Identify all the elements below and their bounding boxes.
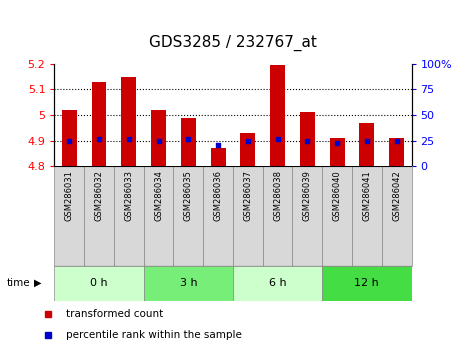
Text: GDS3285 / 232767_at: GDS3285 / 232767_at <box>149 35 317 51</box>
Text: GSM286039: GSM286039 <box>303 170 312 221</box>
Point <box>95 137 103 142</box>
Text: GSM286041: GSM286041 <box>362 170 371 221</box>
FancyBboxPatch shape <box>174 166 203 266</box>
Bar <box>359 123 374 166</box>
Text: 6 h: 6 h <box>269 278 287 288</box>
FancyBboxPatch shape <box>322 166 352 266</box>
Text: time: time <box>7 278 31 288</box>
FancyBboxPatch shape <box>144 266 233 301</box>
Text: 3 h: 3 h <box>179 278 197 288</box>
Bar <box>389 138 404 166</box>
Bar <box>330 138 344 166</box>
Text: GSM286040: GSM286040 <box>333 170 342 221</box>
FancyBboxPatch shape <box>233 266 322 301</box>
Bar <box>181 118 196 166</box>
FancyBboxPatch shape <box>292 166 322 266</box>
Text: GSM286031: GSM286031 <box>65 170 74 221</box>
FancyBboxPatch shape <box>54 266 144 301</box>
Text: GSM286035: GSM286035 <box>184 170 193 221</box>
FancyBboxPatch shape <box>203 166 233 266</box>
Bar <box>151 110 166 166</box>
Bar <box>122 76 136 166</box>
FancyBboxPatch shape <box>382 166 412 266</box>
FancyBboxPatch shape <box>84 166 114 266</box>
Bar <box>92 82 106 166</box>
FancyBboxPatch shape <box>352 166 382 266</box>
Point <box>214 142 222 147</box>
Text: 12 h: 12 h <box>354 278 379 288</box>
Text: GSM286032: GSM286032 <box>95 170 104 221</box>
Point <box>155 138 162 143</box>
Point <box>363 138 371 143</box>
Bar <box>240 133 255 166</box>
Point <box>244 138 252 144</box>
FancyBboxPatch shape <box>322 266 412 301</box>
Text: GSM286034: GSM286034 <box>154 170 163 221</box>
Text: percentile rank within the sample: percentile rank within the sample <box>66 330 242 341</box>
Bar <box>270 65 285 166</box>
Text: GSM286033: GSM286033 <box>124 170 133 221</box>
Point <box>184 137 192 142</box>
Text: GSM286036: GSM286036 <box>214 170 223 221</box>
FancyBboxPatch shape <box>114 166 144 266</box>
FancyBboxPatch shape <box>54 166 84 266</box>
Text: GSM286042: GSM286042 <box>392 170 401 221</box>
FancyBboxPatch shape <box>233 166 263 266</box>
Text: GSM286037: GSM286037 <box>243 170 252 221</box>
Bar <box>210 148 226 166</box>
Text: transformed count: transformed count <box>66 309 164 319</box>
Point <box>393 138 401 143</box>
Text: ▶: ▶ <box>34 278 42 288</box>
FancyBboxPatch shape <box>144 166 174 266</box>
Bar <box>300 113 315 166</box>
Point <box>333 140 341 145</box>
Text: GSM286038: GSM286038 <box>273 170 282 221</box>
Point <box>304 138 311 143</box>
FancyBboxPatch shape <box>263 166 292 266</box>
Point <box>125 137 132 142</box>
Text: 0 h: 0 h <box>90 278 108 288</box>
Point <box>65 138 73 143</box>
Bar <box>62 110 77 166</box>
Point <box>274 137 281 142</box>
